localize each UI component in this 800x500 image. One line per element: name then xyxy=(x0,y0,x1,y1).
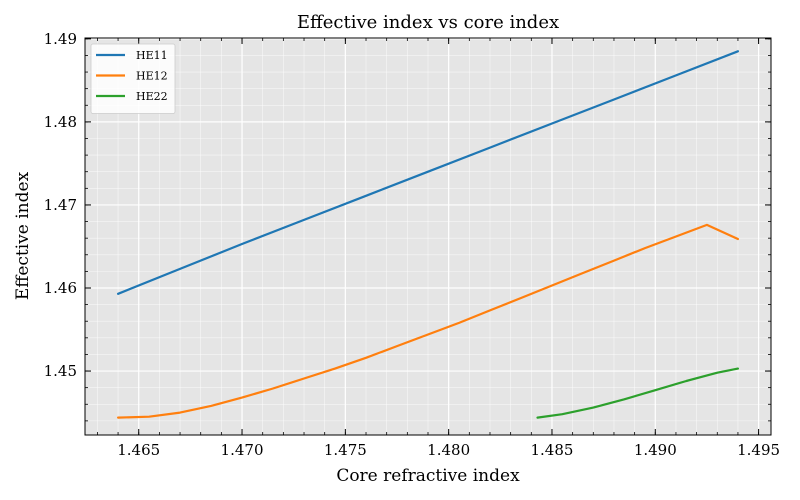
y-tick-label: 1.48 xyxy=(44,113,77,131)
x-axis-label: Core refractive index xyxy=(336,466,520,486)
y-tick-label: 1.46 xyxy=(44,279,77,297)
y-tick-label: 1.49 xyxy=(44,30,77,48)
series-line-he11 xyxy=(116,50,740,295)
legend-label: HE11 xyxy=(136,49,168,62)
x-tick-label: 1.495 xyxy=(737,441,780,459)
x-tick-label: 1.475 xyxy=(324,441,367,459)
series-line-he22 xyxy=(536,367,740,419)
ticks xyxy=(85,38,771,435)
series-layer xyxy=(116,50,740,419)
y-axis-label: Effective index xyxy=(13,171,33,300)
x-tick-label: 1.490 xyxy=(634,441,677,459)
tick-labels: 1.465 1.470 1.475 1.480 1.485 1.490 1.495 1.45 1… xyxy=(44,30,780,459)
legend-label: HE12 xyxy=(136,70,168,83)
x-tick-label: 1.485 xyxy=(530,441,573,459)
x-tick-label: 1.470 xyxy=(221,441,264,459)
x-tick-label: 1.465 xyxy=(117,441,160,459)
legend-label: HE22 xyxy=(136,90,168,103)
x-tick-label: 1.480 xyxy=(427,441,470,459)
series-line-he12 xyxy=(116,223,740,419)
y-tick-label: 1.47 xyxy=(44,196,77,214)
legend: HE11 HE12 HE22 xyxy=(90,43,176,114)
y-tick-label: 1.45 xyxy=(44,362,77,380)
chart-title: Effective index vs core index xyxy=(297,12,559,33)
